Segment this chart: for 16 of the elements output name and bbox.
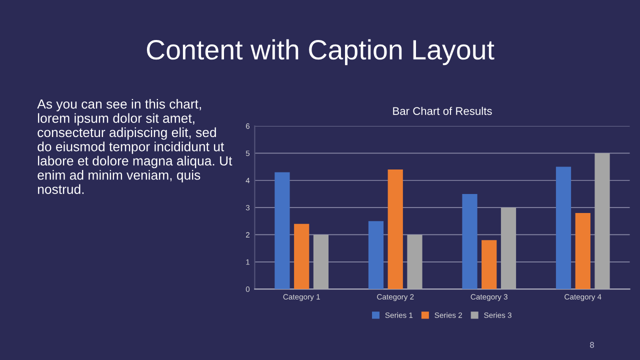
bar [274,172,290,290]
bar [407,234,422,290]
bar [500,208,516,290]
chart-title: Bar Chart of Results [393,106,492,115]
bar [575,212,590,290]
bar [482,240,497,290]
bar [388,169,403,290]
bar [368,221,384,290]
bar [462,194,478,290]
text: Content with Caption Layout [146,39,494,66]
text: As you can see in this chart, lorem ipsum dolor sit amet, consectetur adipiscing elit, sed do eiusmod tempor incididunt ut labore et dolore magna aliqua. Ut enim ad minim veniam, quis nostrud. [37,99,232,194]
bar [556,166,572,290]
bar [594,153,610,290]
bar [294,224,310,290]
bar [313,234,329,290]
text: 8 [590,342,594,348]
